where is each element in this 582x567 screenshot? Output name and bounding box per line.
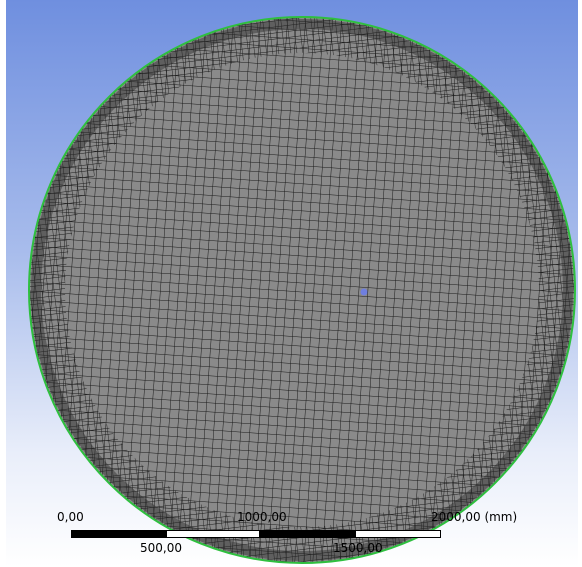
mesh-refinement-ring [29, 17, 575, 563]
viewport-right-border [578, 0, 582, 567]
mesh-boundary-edge [28, 16, 576, 564]
origin-marker-icon [360, 288, 368, 296]
mesh-edge-band [31, 19, 573, 561]
viewport-left-border [0, 0, 6, 567]
